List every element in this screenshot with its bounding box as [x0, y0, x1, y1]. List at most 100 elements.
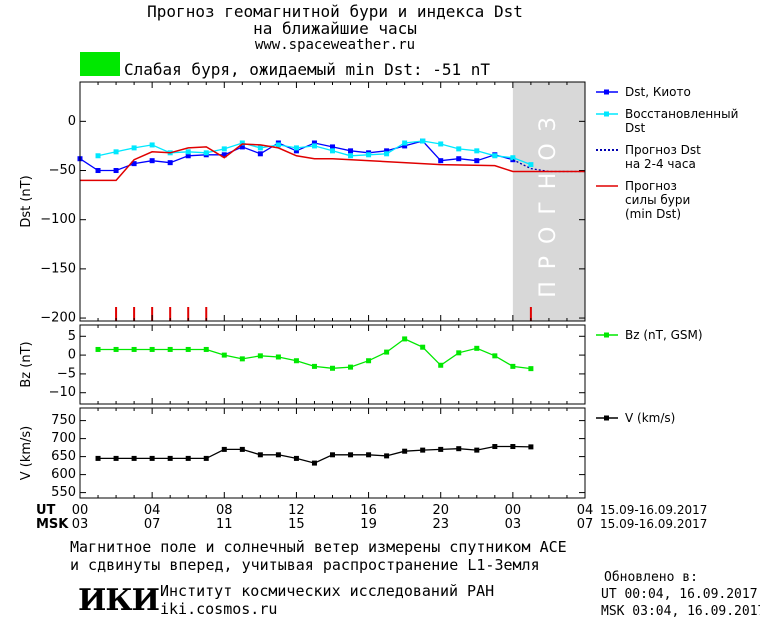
- data-point: [474, 158, 480, 164]
- data-point: [95, 168, 101, 174]
- data-point: [330, 365, 335, 371]
- legend-label: Восстановленный: [625, 107, 738, 121]
- data-point: [113, 346, 119, 352]
- data-point: [384, 349, 390, 355]
- data-point: [293, 148, 299, 154]
- institute-url[interactable]: iki.cosmos.ru: [160, 600, 278, 618]
- legend-label: V (km/s): [625, 411, 675, 425]
- y-tick-label: 700: [51, 431, 76, 446]
- chart-title: Прогноз геомагнитной бури и индекса Dst: [147, 2, 523, 21]
- data-point: [492, 353, 498, 359]
- data-point: [420, 138, 426, 144]
- data-point: [95, 346, 101, 352]
- ut-tick-label: 12: [288, 503, 305, 518]
- data-point: [257, 145, 263, 151]
- data-point: [239, 446, 245, 452]
- data-point: [348, 364, 354, 370]
- data-point: [474, 447, 480, 453]
- data-point: [257, 452, 263, 458]
- data-point: [239, 144, 245, 150]
- data-point: [239, 140, 245, 146]
- data-point: [366, 452, 372, 458]
- data-point: [384, 453, 390, 459]
- y-tick-label: 5: [68, 329, 76, 344]
- y-tick-label: 0: [68, 348, 76, 363]
- panel-frame: [79, 81, 586, 322]
- data-point: [185, 153, 191, 159]
- data-point: [528, 366, 534, 372]
- data-point: [348, 148, 354, 154]
- institute-name: Институт космических исследований РАН: [160, 582, 495, 600]
- series-line: [80, 143, 585, 182]
- legend-swatch-marker: [604, 89, 609, 95]
- y-axis-label: Bz (nT): [19, 341, 34, 387]
- data-point: [402, 448, 408, 454]
- ut-date-range: 15.09-16.09.2017: [600, 503, 707, 517]
- msk-tick-label: 07: [577, 517, 594, 532]
- data-point: [95, 455, 101, 461]
- data-point: [330, 452, 335, 458]
- data-point: [438, 362, 444, 368]
- data-point: [366, 358, 372, 364]
- data-point: [348, 153, 354, 159]
- data-point: [239, 356, 245, 362]
- data-point: [384, 148, 390, 154]
- y-tick-label: −150: [40, 261, 76, 276]
- iki-logo: ИКИ: [78, 583, 160, 618]
- footer-note-line1: Магнитное поле и солнечный ветер измерен…: [70, 538, 567, 556]
- data-point: [528, 444, 534, 450]
- data-point: [257, 353, 263, 359]
- forecast-region: [512, 82, 585, 321]
- ut-label: UT: [36, 503, 56, 518]
- data-point: [149, 158, 155, 164]
- data-point: [311, 143, 317, 149]
- data-point: [131, 455, 137, 461]
- data-point: [293, 145, 299, 151]
- data-point: [113, 168, 119, 174]
- updated-label: Обновлено в:: [604, 570, 698, 585]
- data-point: [510, 363, 516, 369]
- data-point: [384, 151, 390, 157]
- data-point: [275, 452, 281, 458]
- data-point: [330, 144, 335, 150]
- data-point: [113, 455, 119, 461]
- ut-tick-label: 16: [360, 503, 377, 518]
- data-point: [167, 455, 173, 461]
- data-point: [510, 155, 516, 161]
- data-point: [492, 444, 498, 450]
- msk-tick-label: 15: [288, 517, 305, 532]
- legend-label: на 2-4 часа: [625, 157, 696, 171]
- data-point: [149, 455, 155, 461]
- data-point: [221, 352, 227, 358]
- y-tick-label: 0: [68, 114, 76, 129]
- data-point: [402, 143, 408, 149]
- legend-swatch-marker: [604, 415, 609, 421]
- data-point: [185, 346, 191, 352]
- legend-label: Bz (nT, GSM): [625, 328, 703, 342]
- data-point: [203, 346, 209, 352]
- data-point: [528, 162, 534, 168]
- data-point: [221, 152, 227, 158]
- site-url[interactable]: www.spaceweather.ru: [254, 37, 416, 53]
- data-point: [221, 146, 227, 152]
- ut-tick-label: 00: [505, 503, 522, 518]
- legend-swatch-marker: [604, 111, 609, 117]
- data-point: [402, 140, 408, 146]
- y-tick-label: 750: [51, 413, 76, 428]
- ut-tick-label: 04: [144, 503, 161, 518]
- y-tick-label: −100: [40, 212, 76, 227]
- y-tick-label: −200: [40, 311, 76, 326]
- data-point: [456, 156, 462, 162]
- chart-subtitle: на ближайшие часы: [253, 19, 417, 38]
- legend-label: Dst, Киото: [625, 85, 691, 99]
- y-tick-label: 600: [51, 467, 76, 482]
- msk-date-range: 15.09-16.09.2017: [600, 517, 707, 531]
- data-point: [510, 444, 516, 450]
- data-point: [185, 149, 191, 155]
- data-point: [149, 346, 155, 352]
- data-point: [185, 455, 191, 461]
- updated-ut: UT 00:04, 16.09.2017: [601, 587, 758, 602]
- updated-msk: MSK 03:04, 16.09.2017: [601, 604, 760, 619]
- data-point: [95, 153, 101, 159]
